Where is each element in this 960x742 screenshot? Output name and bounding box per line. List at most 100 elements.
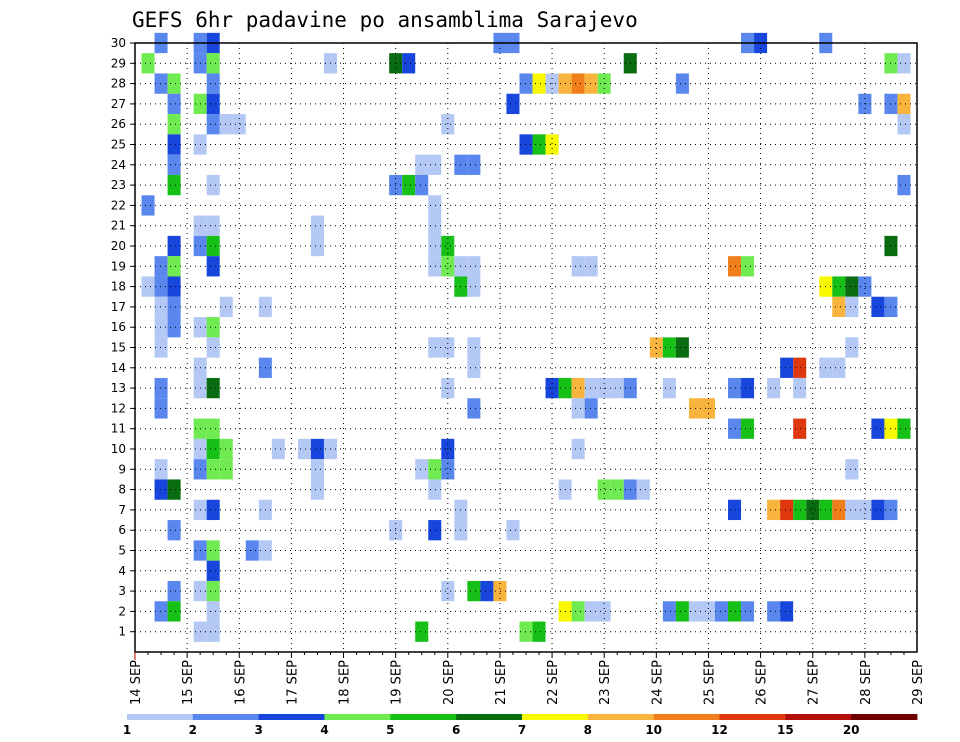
precip-cell [154,296,168,318]
precip-cell [441,337,455,358]
precip-cell [741,256,755,277]
precip-cell [206,73,220,94]
precip-cell [428,195,442,216]
precip-cell [441,459,455,480]
precip-cell [467,357,481,378]
precip-cell [571,398,585,419]
precip-cell [597,479,611,500]
legend-swatch [851,714,918,720]
precip-cell [167,235,181,257]
y-tick-label: 2 [118,604,126,618]
precip-cell [532,134,546,155]
precip-cell [506,520,520,541]
precip-cell [832,296,846,318]
precip-cell [858,276,872,297]
precip-cell [597,601,611,622]
precip-cell [154,73,168,94]
precip-cell [206,93,220,115]
color-legend: 1 2 3 4 5 6 7 8 10 12 15 20 [123,714,918,737]
y-tick-label: 9 [118,462,126,476]
legend-swatch [456,714,523,720]
precip-cell [545,134,559,155]
precip-cell [167,479,181,500]
precip-cell [728,256,742,277]
precip-cell [845,337,859,358]
precip-cell [441,580,455,602]
precip-cell [897,114,911,135]
precip-cell [701,601,715,622]
precip-cell [610,377,624,399]
x-tick-label: 29 SEP [911,660,926,705]
y-tick-label: 6 [118,523,126,537]
x-tick-label: 16 SEP [233,660,248,705]
legend-label: 10 [645,723,662,737]
precip-cell [206,601,220,622]
precip-cell [154,337,168,358]
x-tick-label: 21 SEP [494,660,509,705]
y-tick-label: 28 [111,77,126,91]
x-tick-label: 20 SEP [442,660,457,705]
precip-cell [649,337,663,358]
legend-label: 20 [843,723,860,737]
precip-cell [310,235,324,257]
precip-cell [206,53,220,74]
precip-cell [428,154,442,175]
precip-cell [845,499,859,521]
precip-cell [297,438,311,460]
legend-label: 2 [189,723,197,737]
legend-swatch [324,714,391,720]
precip-cell [206,540,220,561]
y-tick-label: 18 [111,280,126,294]
precip-cell [610,479,624,500]
precip-cell [219,438,233,460]
precip-cell [154,398,168,419]
precip-cell [441,235,455,257]
y-tick-label: 22 [111,198,126,212]
precip-cell [584,601,598,622]
precip-cell [167,520,181,541]
precip-cell [310,479,324,500]
precip-cell [897,53,911,74]
precip-cell [728,499,742,521]
y-tick-label: 30 [111,36,126,50]
precip-cell [780,601,794,622]
precip-cell [206,256,220,277]
x-tick-label: 24 SEP [650,660,665,705]
precip-cell [206,499,220,521]
precip-cell [415,154,429,175]
precip-cell [493,580,507,602]
precip-cell [571,377,585,399]
legend-label: 3 [254,723,262,737]
precip-cell [584,73,598,94]
precip-cell [806,499,820,521]
precip-cell [662,337,676,358]
legend-swatch [653,714,720,720]
precip-cell [154,479,168,500]
precip-cell [767,499,781,521]
precip-cell [154,256,168,277]
y-tick-label: 24 [111,158,126,172]
precipitation-cells [141,32,911,642]
precip-cell [728,377,742,399]
precip-cell [662,377,676,399]
precip-cell [780,499,794,521]
y-tick-label: 5 [118,544,126,558]
precip-cell [675,337,689,358]
precip-cell [141,276,155,297]
x-tick-label: 23 SEP [598,660,613,705]
precip-cell [897,174,911,196]
x-tick-label: 27 SEP [807,660,822,705]
precip-cell [845,459,859,480]
dotted-grid [135,43,917,652]
precip-cell [167,296,181,318]
precip-cell [167,93,181,115]
precip-cell [154,377,168,399]
x-tick-label: 25 SEP [702,660,717,705]
precip-cell [141,53,155,74]
y-tick-label: 7 [118,503,126,517]
y-tick-label: 11 [111,422,126,436]
precip-cell [571,438,585,460]
precip-cell [871,499,885,521]
precip-cell [480,580,494,602]
